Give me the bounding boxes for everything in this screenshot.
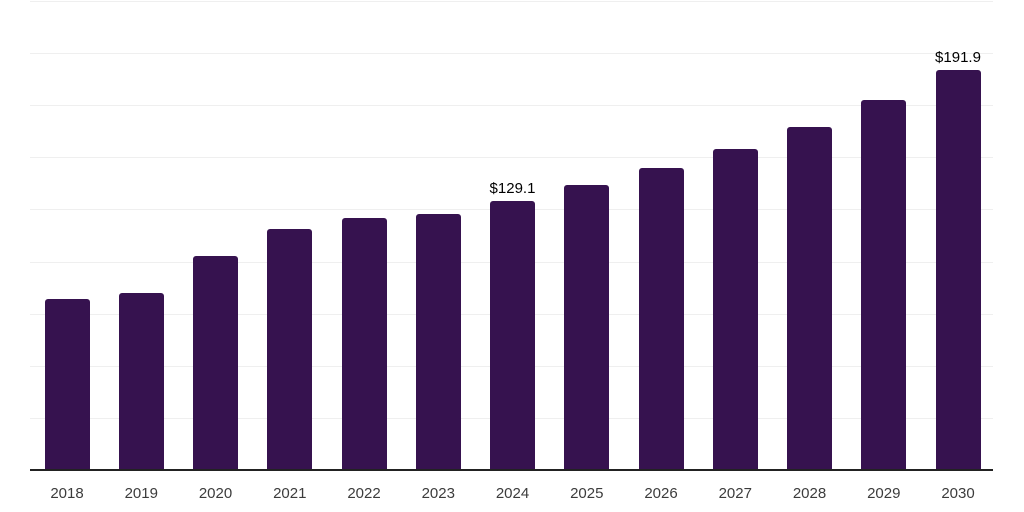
x-axis-line bbox=[30, 469, 993, 471]
bar-2019 bbox=[118, 292, 164, 470]
x-tick-2021: 2021 bbox=[273, 485, 307, 502]
x-tick-2027: 2027 bbox=[718, 485, 752, 502]
x-tick-2022: 2022 bbox=[347, 485, 381, 502]
bar-2028 bbox=[787, 127, 832, 470]
x-tick-2025: 2025 bbox=[570, 485, 604, 502]
x-tick-2024: 2024 bbox=[495, 485, 530, 502]
bar-2026 bbox=[638, 167, 684, 470]
bar-2021 bbox=[267, 229, 313, 470]
bar-2024 bbox=[490, 200, 535, 470]
bar-2020 bbox=[193, 256, 238, 470]
gridline bbox=[30, 53, 993, 55]
bar-2025 bbox=[564, 185, 610, 470]
bar-2030 bbox=[935, 69, 981, 470]
x-tick-2019: 2019 bbox=[124, 485, 158, 502]
x-tick-2020: 2020 bbox=[198, 485, 233, 502]
x-tick-2029: 2029 bbox=[867, 485, 901, 502]
gridline bbox=[30, 1, 993, 2]
bar-2023 bbox=[415, 213, 461, 470]
bar-2027 bbox=[712, 148, 758, 470]
x-tick-2026: 2026 bbox=[644, 485, 678, 502]
bar-value-label-2024: $129.1 bbox=[489, 179, 536, 197]
bar-value-label-2030: $191.9 bbox=[935, 48, 981, 66]
x-tick-2030: 2030 bbox=[941, 485, 975, 502]
x-tick-2023: 2023 bbox=[421, 485, 455, 502]
gridline bbox=[30, 105, 993, 107]
bar-2022 bbox=[341, 217, 387, 470]
bar-2029 bbox=[861, 99, 907, 470]
x-tick-2018: 2018 bbox=[50, 485, 84, 502]
gridline bbox=[30, 157, 993, 159]
x-tick-2028: 2028 bbox=[792, 485, 827, 502]
bar-2018 bbox=[44, 298, 90, 470]
